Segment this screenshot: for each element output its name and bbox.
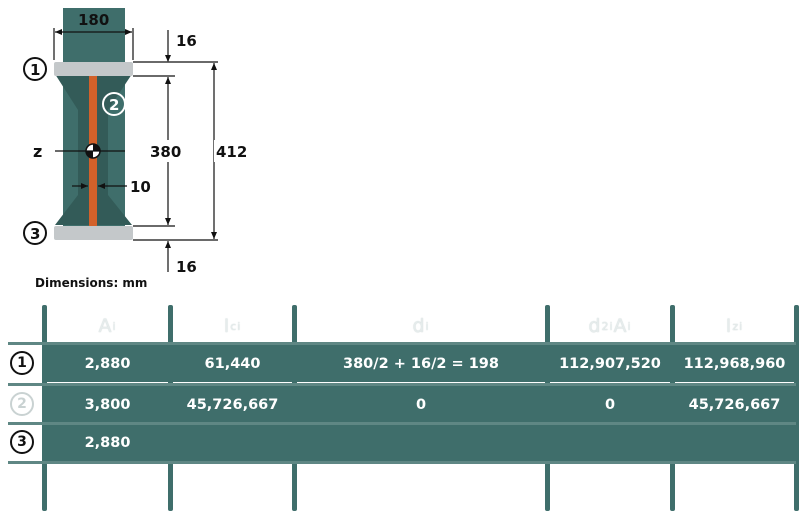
marker-1: 1 <box>23 57 47 81</box>
cell-centroidal-moment: 61,440 <box>204 355 261 372</box>
z-axis-label: z <box>33 142 42 161</box>
marker-2: 2 <box>102 92 126 116</box>
bottom-flange-label: 16 <box>176 258 197 276</box>
web-height-label: 380 <box>150 143 181 161</box>
top-flange-label: 16 <box>176 32 197 50</box>
cell-distance: 380/2 + 16/2 = 198 <box>343 355 499 372</box>
row-divider <box>8 422 796 425</box>
cell-distance <box>297 424 545 461</box>
svg-text:1: 1 <box>30 61 40 79</box>
row-marker-1: 1 <box>10 351 34 375</box>
table-row-bg <box>42 386 794 423</box>
i-beam-diagram: z 180 16 380 412 16 10 1 2 3 Dimensio <box>23 8 248 290</box>
cell-area: 2,880 <box>84 434 131 451</box>
row-divider <box>8 461 796 464</box>
cell-centroidal-moment <box>173 424 292 461</box>
units-caption: Dimensions: mm <box>35 276 147 290</box>
row-marker-3: 3 <box>10 430 34 454</box>
table-row-bg <box>42 424 794 461</box>
svg-text:2: 2 <box>109 96 119 114</box>
row-divider <box>8 383 796 386</box>
marker-3: 3 <box>23 221 47 245</box>
web-thickness-label: 10 <box>130 178 151 196</box>
cell-centroidal-moment: 45,726,667 <box>186 396 279 413</box>
table-row-bg <box>42 345 794 382</box>
row-marker-2: 2 <box>10 392 34 416</box>
column-divider <box>794 305 799 511</box>
width-label: 180 <box>78 11 109 29</box>
cell-total-moment: 45,726,667 <box>688 396 781 413</box>
cell-distance: 0 <box>415 396 427 413</box>
cell-area: 3,800 <box>84 396 131 413</box>
cell-transfer-term: 0 <box>604 396 616 413</box>
top-flange <box>54 62 133 76</box>
cell-total-moment <box>675 424 794 461</box>
cell-transfer-term: 112,907,520 <box>559 355 661 372</box>
cell-transfer-term <box>550 424 670 461</box>
total-height-label: 412 <box>216 143 247 161</box>
row-divider <box>8 342 796 345</box>
bottom-flange <box>54 226 133 240</box>
cell-total-moment: 112,968,960 <box>683 355 786 372</box>
cell-area: 2,880 <box>84 355 131 372</box>
svg-text:3: 3 <box>30 225 40 243</box>
